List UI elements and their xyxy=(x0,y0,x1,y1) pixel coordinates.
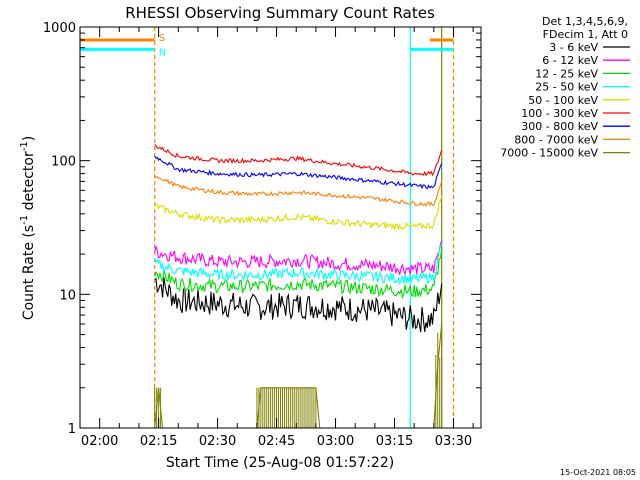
series-line-7 xyxy=(154,175,443,207)
y-tick-label: 1 xyxy=(68,422,76,437)
series-line-6 xyxy=(154,155,443,190)
y-axis-label-part3: ) xyxy=(21,136,37,141)
legend: Det 1,3,4,5,6,9,FDecim 1, Att 03 - 6 keV… xyxy=(500,15,630,160)
legend-entry-label: 3 - 6 keV xyxy=(549,41,598,54)
legend-header-line: FDecim 1, Att 0 xyxy=(543,28,628,41)
legend-entry-label: 800 - 7000 keV xyxy=(514,133,598,146)
x-tick-label: 02:15 xyxy=(140,434,177,449)
y-axis-label-sup2: -1 xyxy=(19,141,30,151)
generation-timestamp: 15-Oct-2021 08:05 xyxy=(560,468,636,477)
legend-header-line: Det 1,3,4,5,6,9, xyxy=(542,15,628,28)
plot-area: SN xyxy=(79,27,455,429)
x-tick-label: 02:45 xyxy=(258,434,295,449)
flag-label-s: S xyxy=(159,33,165,44)
y-axis-label-part2: detector xyxy=(21,151,37,215)
series-line-3 xyxy=(154,243,443,286)
y-tick-label: 1000 xyxy=(43,21,76,36)
chart-title: RHESSI Observing Summary Count Rates xyxy=(125,4,435,22)
y-axis-label: Count Rate (s-1 detector-1) xyxy=(19,136,37,320)
legend-entry-label: 100 - 300 keV xyxy=(521,107,598,120)
x-axis-label: Start Time (25-Aug-08 01:57:22) xyxy=(166,455,394,471)
y-tick-label: 10 xyxy=(59,288,76,303)
legend-entry-label: 25 - 50 keV xyxy=(535,81,598,94)
y-tick-label: 100 xyxy=(51,155,76,170)
x-tick-label: 03:15 xyxy=(376,434,413,449)
y-axis-label-part1: Count Rate (s xyxy=(21,225,37,320)
series-line-2 xyxy=(154,248,443,300)
legend-entry-label: 300 - 800 keV xyxy=(521,120,598,133)
x-tick-label: 03:00 xyxy=(317,434,354,449)
series-line-4 xyxy=(154,195,443,232)
x-tick-label: 02:00 xyxy=(81,434,118,449)
legend-entry-label: 7000 - 15000 keV xyxy=(500,147,598,160)
y-axis-label-sup1: -1 xyxy=(19,215,30,225)
series-line-1 xyxy=(154,240,443,277)
legend-entry-label: 50 - 100 keV xyxy=(528,94,598,107)
axes: 1 10 100 1000 02:00 02:15 02:30 02:45 03:00 03:15… xyxy=(43,21,481,449)
legend-entry-label: 12 - 25 keV xyxy=(535,67,598,80)
legend-entry-label: 6 - 12 keV xyxy=(542,54,598,67)
x-tick-label: 03:30 xyxy=(435,434,472,449)
x-tick-label: 02:30 xyxy=(199,434,236,449)
series-line-5 xyxy=(154,144,443,177)
plot-frame xyxy=(79,26,482,429)
flag-label-n: N xyxy=(159,47,166,58)
series-line-0 xyxy=(154,277,443,333)
